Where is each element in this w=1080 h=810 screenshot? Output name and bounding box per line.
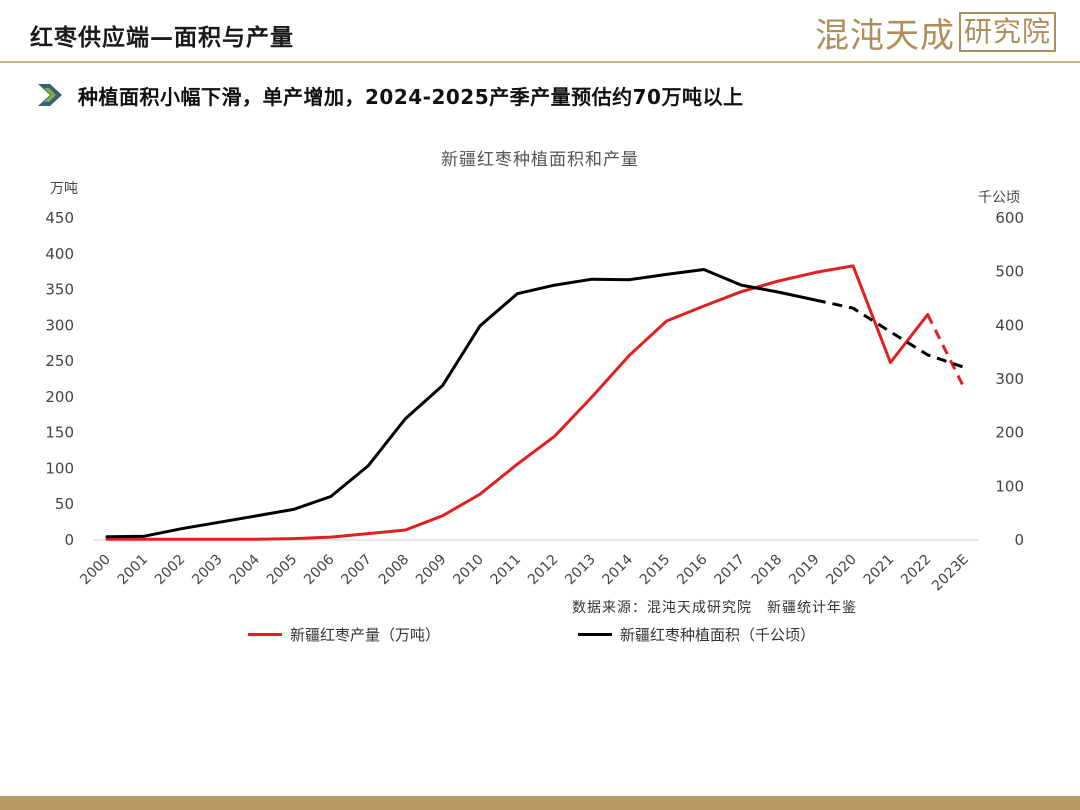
- chart-title: 新疆红枣种植面积和产量: [441, 150, 639, 170]
- y-right-tick-label: 200: [995, 424, 1024, 442]
- page-title: 红枣供应端—面积与产量: [30, 25, 294, 51]
- x-tick-label: 2016: [674, 551, 711, 588]
- y-left-tick-label: 50: [55, 495, 74, 513]
- y-left-tick-label: 0: [64, 531, 74, 549]
- x-tick-label: 2018: [749, 552, 786, 589]
- x-tick-label: 2006: [301, 551, 338, 588]
- y-left-unit: 万吨: [50, 181, 78, 197]
- legend-swatch-production: [248, 633, 282, 636]
- y-right-unit: 千公顷: [978, 190, 1020, 206]
- y-right-tick-label: 600: [995, 209, 1024, 227]
- y-left-tick-label: 150: [45, 424, 74, 442]
- y-left-tick-label: 200: [45, 388, 74, 406]
- x-tick-label: 2019: [786, 552, 823, 589]
- x-tick-label: 2005: [264, 552, 301, 589]
- footer-bar: [0, 796, 1080, 810]
- source-note: 数据来源：混沌天成研究院 新疆统计年鉴: [572, 600, 857, 616]
- brand-logo-boxed-text: 研究院: [958, 12, 1056, 52]
- y-left-tick-label: 400: [45, 245, 74, 263]
- x-tick-label: 2011: [488, 552, 525, 589]
- y-right-tick-label: 100: [995, 477, 1024, 495]
- legend-label-production: 新疆红枣产量（万吨）: [290, 626, 441, 644]
- brand-logo: 混沌天成 研究院: [814, 10, 1056, 56]
- legend-swatch-area: [578, 633, 612, 636]
- y-left-tick-label: 350: [45, 281, 74, 299]
- x-tick-label: 2015: [637, 552, 674, 589]
- y-right-tick-label: 300: [995, 370, 1024, 388]
- x-tick-label: 2007: [338, 552, 375, 589]
- x-tick-label: 2013: [562, 552, 599, 589]
- series-dashed-line-area: [815, 298, 966, 370]
- x-tick-label: 2009: [413, 552, 450, 589]
- y-right-tick-label: 400: [995, 316, 1024, 334]
- legend: 新疆红枣产量（万吨） 新疆红枣种植面积（千公顷）: [0, 624, 1080, 648]
- y-right-tick-label: 0: [1014, 531, 1024, 549]
- header-divider: [0, 61, 1080, 63]
- subtitle-text: 种植面积小幅下滑，单产增加，2024-2025产季产量预估约70万吨以上: [78, 84, 744, 109]
- y-left-tick-label: 300: [45, 316, 74, 334]
- header: 红枣供应端—面积与产量 混沌天成 研究院: [0, 0, 1080, 63]
- x-tick-label: 2012: [525, 552, 562, 589]
- y-right-tick-label: 500: [995, 263, 1024, 281]
- x-tick-label: 2000: [77, 552, 114, 589]
- x-tick-label: 2014: [600, 551, 637, 588]
- x-tick-label: 2002: [152, 552, 189, 589]
- x-tick-label: 2004: [227, 551, 264, 588]
- x-tick-label: 2010: [450, 552, 487, 589]
- brand-logo-text: 混沌天成: [814, 15, 955, 56]
- series-dashed-line-production: [926, 313, 967, 391]
- legend-item-production: 新疆红枣产量（万吨）: [248, 624, 440, 645]
- y-left-tick-label: 250: [45, 352, 74, 370]
- x-tick-label: 2003: [189, 552, 226, 589]
- subtitle: 种植面积小幅下滑，单产增加，2024-2025产季产量预估约70万吨以上: [36, 80, 743, 110]
- legend-item-area: 新疆红枣种植面积（千公顷）: [578, 624, 815, 645]
- chevron-right-icon: [38, 84, 62, 106]
- x-tick-label: 2017: [711, 552, 748, 589]
- x-tick-label: 2023E: [929, 552, 972, 595]
- y-left-tick-label: 450: [45, 209, 74, 227]
- x-tick-label: 2021: [861, 552, 898, 589]
- series-line-production: [105, 264, 930, 541]
- x-tick-label: 2008: [376, 552, 413, 589]
- series-line-area: [105, 268, 818, 539]
- x-tick-label: 2001: [115, 552, 152, 589]
- legend-label-area: 新疆红枣种植面积（千公顷）: [620, 626, 816, 644]
- x-tick-label: 2020: [823, 552, 860, 589]
- y-left-tick-label: 100: [45, 459, 74, 477]
